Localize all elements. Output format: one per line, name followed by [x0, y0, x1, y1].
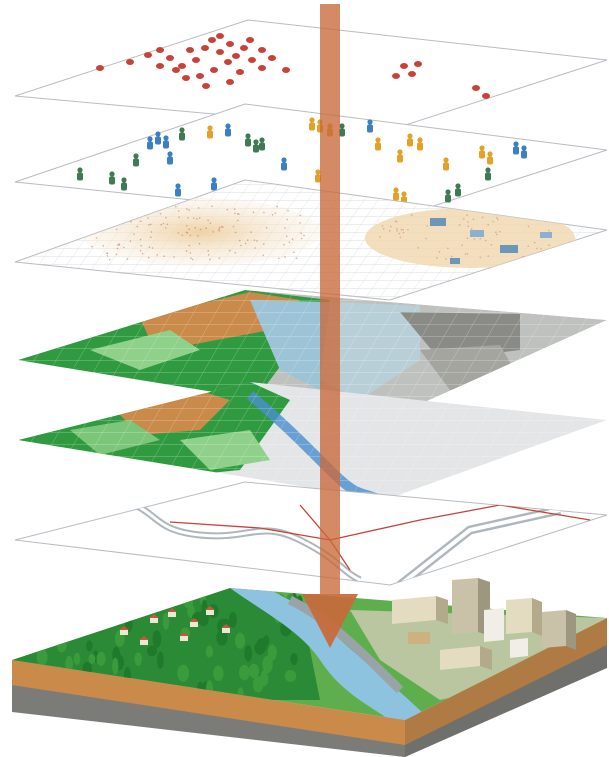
- event-dot: [216, 49, 224, 55]
- event-dots: [96, 33, 490, 99]
- event-dot: [248, 57, 256, 63]
- person-icon: [175, 183, 181, 197]
- person-icon: [179, 127, 185, 141]
- event-dot: [400, 63, 408, 69]
- event-dot: [182, 75, 190, 81]
- event-dot: [392, 73, 400, 79]
- city-buildings: [392, 578, 576, 670]
- event-dot: [482, 93, 490, 99]
- house: [139, 636, 149, 645]
- rock-strata: [12, 685, 405, 757]
- real-world-block: [12, 578, 607, 757]
- event-dot: [268, 55, 276, 61]
- event-dot: [258, 65, 266, 71]
- river: [230, 588, 430, 720]
- house: [221, 624, 231, 633]
- event-dot: [166, 55, 174, 61]
- village-houses: [119, 606, 231, 645]
- event-dot: [224, 59, 232, 65]
- event-dot: [232, 53, 240, 59]
- density-blob: [365, 208, 575, 268]
- person-icon: [455, 183, 461, 197]
- house: [119, 626, 129, 635]
- event-dot: [144, 52, 152, 58]
- person-icon: [121, 177, 127, 191]
- event-dot: [226, 41, 234, 47]
- highway: [287, 595, 404, 694]
- person-icon: [397, 149, 403, 163]
- person-icon: [281, 157, 287, 171]
- person-icon: [445, 189, 451, 203]
- arrow-shaft: [320, 4, 340, 594]
- event-dot: [192, 57, 200, 63]
- house: [167, 608, 177, 617]
- house: [179, 632, 189, 641]
- event-dot: [414, 61, 422, 67]
- event-dot: [172, 67, 180, 73]
- event-dot: [201, 45, 209, 51]
- house: [189, 618, 199, 627]
- person-icon: [485, 167, 491, 181]
- event-dot: [216, 33, 224, 39]
- person-icon: [309, 117, 315, 131]
- person-icon: [133, 153, 139, 167]
- person-icon: [147, 136, 153, 150]
- layer-land-cover: [18, 382, 607, 500]
- event-dot: [258, 47, 266, 53]
- person-icon: [77, 167, 83, 181]
- person-icon: [167, 151, 173, 165]
- person-icon: [163, 135, 169, 149]
- house: [205, 606, 215, 615]
- event-dot: [186, 47, 194, 53]
- event-dot: [202, 83, 210, 89]
- layer-road-network: [14, 481, 608, 586]
- event-dot: [246, 37, 254, 43]
- event-dot: [226, 79, 234, 85]
- density-blob: [80, 198, 320, 266]
- person-icon: [375, 137, 381, 151]
- person-icon: [259, 137, 265, 151]
- person-icon: [211, 177, 217, 191]
- person-icon: [393, 187, 399, 201]
- person-icon: [367, 119, 373, 133]
- down-arrow: [302, 4, 358, 648]
- person-icon: [417, 137, 423, 151]
- event-dot: [96, 65, 104, 71]
- layer-survey-density: [14, 179, 608, 301]
- event-dot: [196, 73, 204, 79]
- person-icon: [521, 145, 527, 159]
- person-icon: [487, 151, 493, 165]
- person-icon: [245, 133, 251, 147]
- person-icon: [513, 141, 519, 155]
- person-icon: [155, 131, 161, 145]
- event-dot: [240, 45, 248, 51]
- transit-line: [169, 504, 591, 541]
- event-dot: [236, 69, 244, 75]
- event-dot: [156, 47, 164, 53]
- arrow-head: [302, 594, 358, 648]
- layer-plane: [14, 481, 608, 586]
- person-icon: [225, 123, 231, 137]
- event-dot: [126, 59, 134, 65]
- person-icon: [339, 123, 345, 137]
- event-dot: [178, 63, 186, 69]
- person-icon: [315, 169, 321, 183]
- event-dot: [472, 85, 480, 91]
- event-dot: [208, 37, 216, 43]
- event-dot: [408, 71, 416, 77]
- person-icon: [207, 125, 213, 139]
- event-dot: [210, 67, 218, 73]
- house: [149, 614, 159, 623]
- person-icon: [253, 139, 259, 153]
- event-dot: [156, 63, 164, 69]
- person-icon: [443, 157, 449, 171]
- person-icon: [407, 133, 413, 147]
- person-icon: [479, 145, 485, 159]
- event-dot: [282, 67, 290, 73]
- person-icon: [109, 171, 115, 185]
